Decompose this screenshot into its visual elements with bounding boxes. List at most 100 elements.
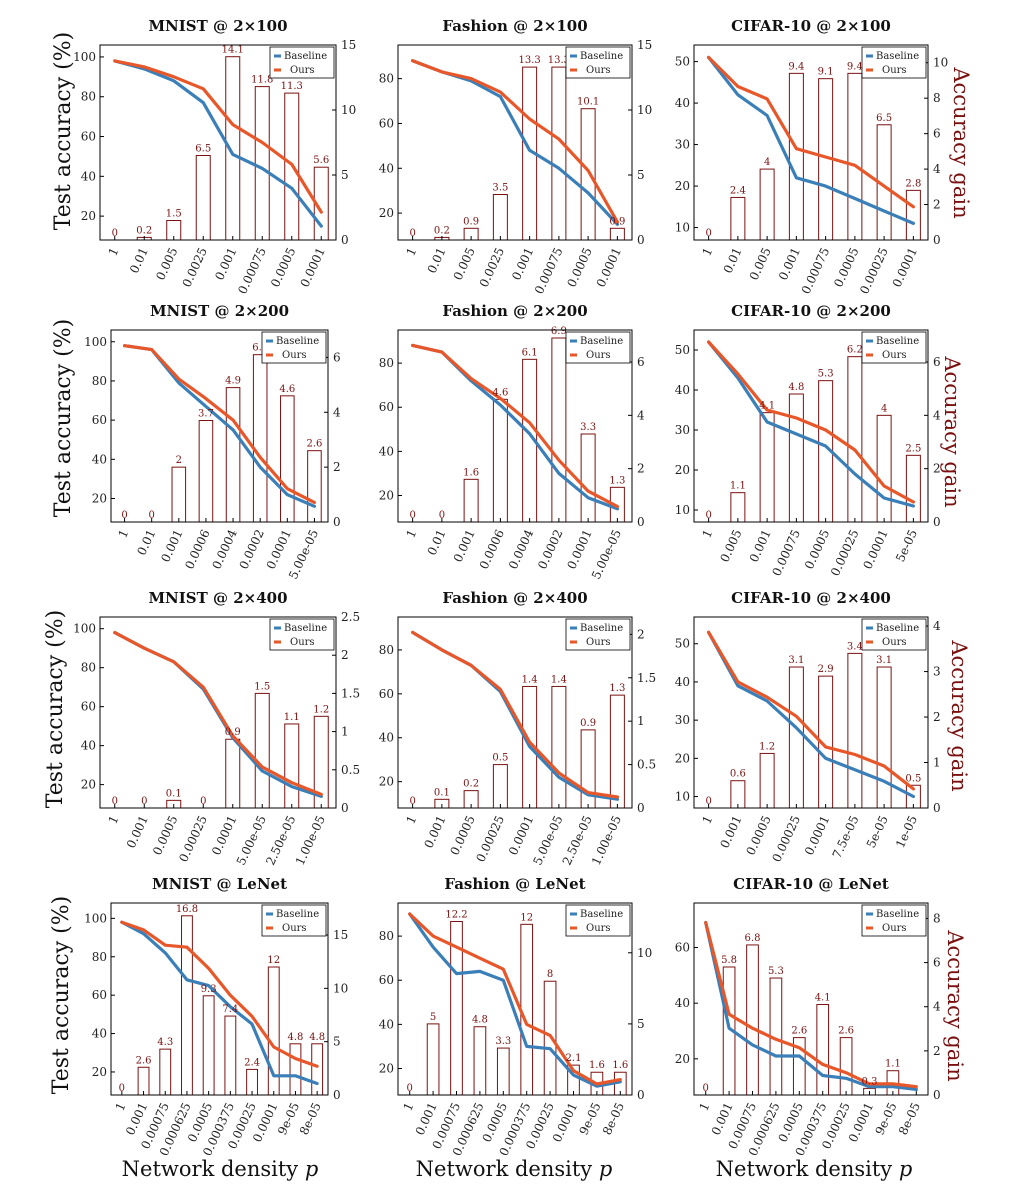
y-tick-label: 20 — [379, 775, 394, 789]
y-tick-label: 30 — [675, 423, 690, 437]
chart-panel: Fashion @ 2×100 0 0.2 0.9 3.5 13.3 13.3 10.1 0.9… — [379, 17, 653, 296]
x-tick-label: 0.0001 — [506, 813, 536, 857]
baseline-line — [706, 630, 916, 799]
y2-tick-label: 1.5 — [637, 671, 656, 685]
legend-label-baseline: Baseline — [276, 336, 319, 347]
y-tick-label: 60 — [92, 988, 107, 1002]
y2-tick-label: 1 — [341, 725, 349, 739]
xlabel-text: Network density — [416, 1157, 593, 1181]
gain-label: 0.6 — [730, 769, 746, 780]
y2-tick-label: 2 — [933, 1044, 941, 1058]
x-tick-label: 0.0001 — [860, 527, 890, 571]
gain-label: 3.3 — [580, 422, 596, 433]
y-tick-label: 10 — [675, 503, 690, 517]
legend-box — [565, 331, 631, 364]
y-tick-label: 80 — [379, 643, 394, 657]
x-tick-label: 0.01 — [134, 527, 158, 557]
y-tick-label: 60 — [379, 116, 394, 130]
gain-label: 0.1 — [166, 788, 182, 799]
gain-label: 4 — [881, 403, 887, 414]
gain-label: 3.1 — [876, 655, 892, 666]
right-ylabel: Accuracy gain — [943, 929, 967, 1081]
x-tick-label: 0.01 — [127, 245, 151, 275]
gain-label: 6.1 — [522, 347, 538, 358]
right-ylabel: Accuracy gain — [940, 355, 964, 507]
legend-box — [269, 618, 335, 651]
x-tick-label: 0.001 — [509, 245, 536, 282]
xlabel-var: p — [899, 1157, 912, 1181]
gain-label: 2.4 — [730, 185, 746, 196]
x-tick-label: 8e-05 — [896, 1100, 923, 1137]
gain-label: 4.6 — [492, 387, 508, 398]
x-tick-label: 5.00e-05 — [589, 527, 624, 581]
gain-label: 0 — [409, 796, 415, 807]
y-tick-label: 10 — [675, 221, 690, 235]
y2-tick-label: 0 — [637, 801, 645, 815]
gain-bar — [816, 1004, 830, 1096]
gain-label: 4.3 — [157, 1037, 173, 1048]
y-tick-label: 50 — [675, 637, 690, 651]
gain-bar — [876, 666, 892, 809]
gain-label: 5 — [430, 1012, 436, 1023]
gain-label: 0.9 — [580, 718, 596, 729]
y-tick-label: 20 — [675, 463, 690, 477]
y2-tick-label: 4 — [637, 408, 645, 422]
gain-label: 11.3 — [281, 81, 303, 92]
plot-frame — [693, 44, 929, 241]
gain-bar — [847, 652, 863, 809]
gain-label: 2.9 — [818, 664, 834, 675]
x-tick-label: 8e-05 — [600, 1100, 627, 1137]
gain-label: 1.1 — [730, 481, 746, 492]
x-tick-label: 0.0025 — [477, 245, 507, 289]
chart-title: CIFAR-10 @ 2×100 — [731, 17, 891, 35]
gain-label: 2.5 — [905, 443, 921, 454]
legend-label-baseline: Baseline — [580, 623, 623, 634]
gain-bar — [311, 1043, 324, 1096]
left-ylabel: Test accuracy (%) — [49, 896, 74, 1094]
gain-bar — [224, 1015, 237, 1096]
x-tick-label: 0.00075 — [532, 245, 566, 296]
gain-label: 12.2 — [445, 909, 467, 920]
gain-label: 2.8 — [905, 178, 921, 189]
y2-tick-label: 15 — [341, 38, 356, 52]
x-tick-label: 0.005 — [451, 245, 478, 282]
gain-label: 2.6 — [838, 1026, 854, 1037]
x-tick-label: 0.0005 — [268, 245, 298, 289]
gain-bar — [225, 738, 241, 809]
gain-label: 4.8 — [472, 1015, 488, 1026]
gain-label: 4.8 — [788, 382, 804, 393]
gain-label: 0 — [705, 228, 711, 239]
gain-label: 0.9 — [463, 216, 479, 227]
gain-label: 1.6 — [612, 1060, 628, 1071]
right-ylabel: Accuracy gain — [947, 639, 971, 791]
x-tick-label: 0.00025 — [176, 813, 210, 864]
x-tick-label: 7.5e-05 — [830, 813, 862, 860]
legend-box — [261, 331, 327, 364]
x-tick-label: 1 — [106, 813, 122, 826]
chart-panel: MNIST @ LeNet 0 2.6 4.3 16.8 9.3 7.4 2.4 12 4.8 4.… — [84, 875, 348, 1158]
legend-box — [565, 618, 631, 651]
y-tick-label: 60 — [92, 413, 107, 427]
x-tick-label: 0.0005 — [802, 527, 832, 571]
y2-tick-label: 0 — [933, 801, 941, 815]
x-tick-label: 1 — [697, 1100, 713, 1113]
gain-bar — [496, 1047, 510, 1096]
y2-tick-label: 10 — [933, 56, 948, 70]
gain-label: 4.8 — [309, 1032, 325, 1043]
xlabel: Network density p — [122, 1157, 319, 1181]
x-tick-label: 0.0006 — [477, 527, 507, 571]
gain-bar — [609, 694, 625, 809]
legend-label-baseline: Baseline — [580, 336, 623, 347]
x-tick-label: 0.0002 — [535, 527, 565, 571]
y-tick-label: 40 — [675, 675, 690, 689]
x-tick-label: 0.001 — [421, 813, 448, 850]
x-tick-label: 0.001 — [776, 245, 803, 282]
gain-bar — [788, 393, 804, 523]
gain-label: 0 — [119, 1083, 125, 1094]
gain-label: 0 — [409, 228, 415, 239]
y2-tick-label: 4 — [933, 408, 941, 422]
gain-bar — [580, 108, 596, 241]
baseline-line — [704, 920, 918, 1092]
ours-line — [704, 920, 918, 1089]
